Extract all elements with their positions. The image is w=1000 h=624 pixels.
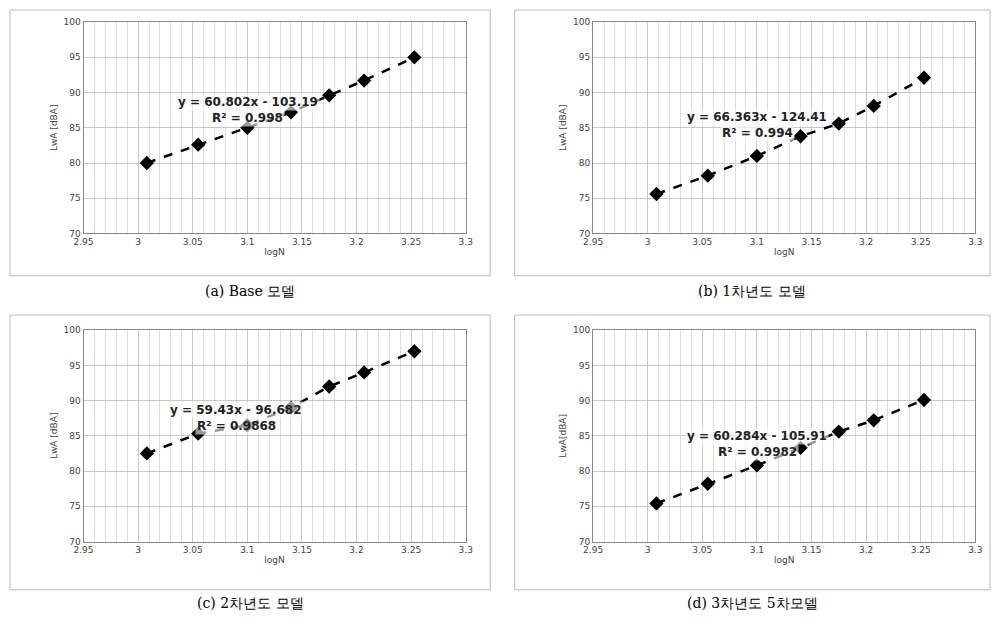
svg-text:3.1: 3.1 [750,545,764,555]
svg-text:(a) Base 모델: (a) Base 모델 [205,283,295,299]
svg-text:3.15: 3.15 [801,545,821,555]
svg-text:3.3: 3.3 [968,237,982,247]
svg-text:y = 60.284x - 105.91: y = 60.284x - 105.91 [687,429,827,443]
svg-text:3.2: 3.2 [349,545,363,555]
svg-text:75: 75 [579,501,590,511]
svg-text:3.05: 3.05 [183,237,203,247]
svg-text:3: 3 [135,545,141,555]
svg-text:logN: logN [774,247,794,257]
svg-text:3.25: 3.25 [911,237,931,247]
svg-text:3.15: 3.15 [801,237,821,247]
svg-text:100: 100 [64,17,81,27]
svg-text:(d) 3차년도 5차모델: (d) 3차년도 5차모델 [687,595,818,611]
svg-text:3.25: 3.25 [401,237,421,247]
svg-text:3.05: 3.05 [183,545,203,555]
svg-text:100: 100 [64,325,81,335]
svg-text:y = 66.363x - 124.41: y = 66.363x - 124.41 [687,110,827,124]
svg-text:85: 85 [579,123,590,133]
svg-text:3.05: 3.05 [692,545,712,555]
svg-text:70: 70 [579,229,591,239]
svg-text:75: 75 [69,193,80,203]
svg-text:70: 70 [579,537,591,547]
svg-text:85: 85 [579,431,590,441]
svg-text:90: 90 [69,396,81,406]
svg-text:LwA [dBA]: LwA [dBA] [558,105,568,151]
svg-text:95: 95 [579,361,590,371]
svg-text:95: 95 [69,361,80,371]
svg-text:y = 60.802x - 103.19: y = 60.802x - 103.19 [178,95,318,109]
svg-text:LwA [dBA]: LwA [dBA] [49,105,59,151]
svg-text:75: 75 [69,501,80,511]
svg-text:95: 95 [579,52,590,62]
svg-text:3.1: 3.1 [750,237,764,247]
svg-text:80: 80 [579,466,591,476]
svg-text:3: 3 [645,545,651,555]
svg-text:85: 85 [69,431,80,441]
svg-text:LwA[dBA]: LwA[dBA] [558,414,568,458]
svg-text:2.95: 2.95 [583,237,603,247]
svg-text:logN: logN [774,555,794,565]
svg-text:3: 3 [645,237,651,247]
svg-text:3.2: 3.2 [349,237,363,247]
svg-text:2.95: 2.95 [73,545,93,555]
svg-text:R² = 0.9868: R² = 0.9868 [197,419,276,433]
svg-text:3.1: 3.1 [240,237,254,247]
svg-text:3.1: 3.1 [240,545,254,555]
svg-text:70: 70 [69,537,81,547]
svg-text:90: 90 [579,88,591,98]
svg-text:R² = 0.994: R² = 0.994 [722,126,793,140]
svg-text:100: 100 [573,325,590,335]
svg-text:R² = 0.998: R² = 0.998 [212,111,283,125]
svg-text:3.3: 3.3 [459,545,473,555]
svg-text:75: 75 [579,193,590,203]
svg-text:70: 70 [69,229,81,239]
svg-text:85: 85 [69,123,80,133]
svg-text:logN: logN [264,247,284,257]
svg-text:R² = 0.9982: R² = 0.9982 [718,445,797,459]
svg-text:3.25: 3.25 [401,545,421,555]
svg-text:3.15: 3.15 [292,237,312,247]
svg-text:90: 90 [69,88,81,98]
svg-text:100: 100 [573,17,590,27]
svg-text:(b) 1차년도 모델: (b) 1차년도 모델 [698,283,806,299]
svg-text:90: 90 [579,396,591,406]
svg-text:3.3: 3.3 [968,545,982,555]
svg-text:3.15: 3.15 [292,545,312,555]
svg-text:2.95: 2.95 [73,237,93,247]
svg-text:3.2: 3.2 [859,545,873,555]
svg-text:80: 80 [579,158,591,168]
svg-text:logN: logN [264,555,284,565]
svg-text:y = 59.43x - 96.682: y = 59.43x - 96.682 [170,403,302,417]
svg-text:2.95: 2.95 [583,545,603,555]
svg-text:80: 80 [69,466,81,476]
svg-text:80: 80 [69,158,81,168]
svg-text:3: 3 [135,237,141,247]
svg-text:3.25: 3.25 [911,545,931,555]
svg-text:95: 95 [69,52,80,62]
svg-text:LwA [dBA]: LwA [dBA] [49,413,59,459]
svg-text:(c) 2차년도 모델: (c) 2차년도 모델 [197,595,304,611]
svg-text:3.3: 3.3 [459,237,473,247]
svg-text:3.2: 3.2 [859,237,873,247]
svg-text:3.05: 3.05 [692,237,712,247]
